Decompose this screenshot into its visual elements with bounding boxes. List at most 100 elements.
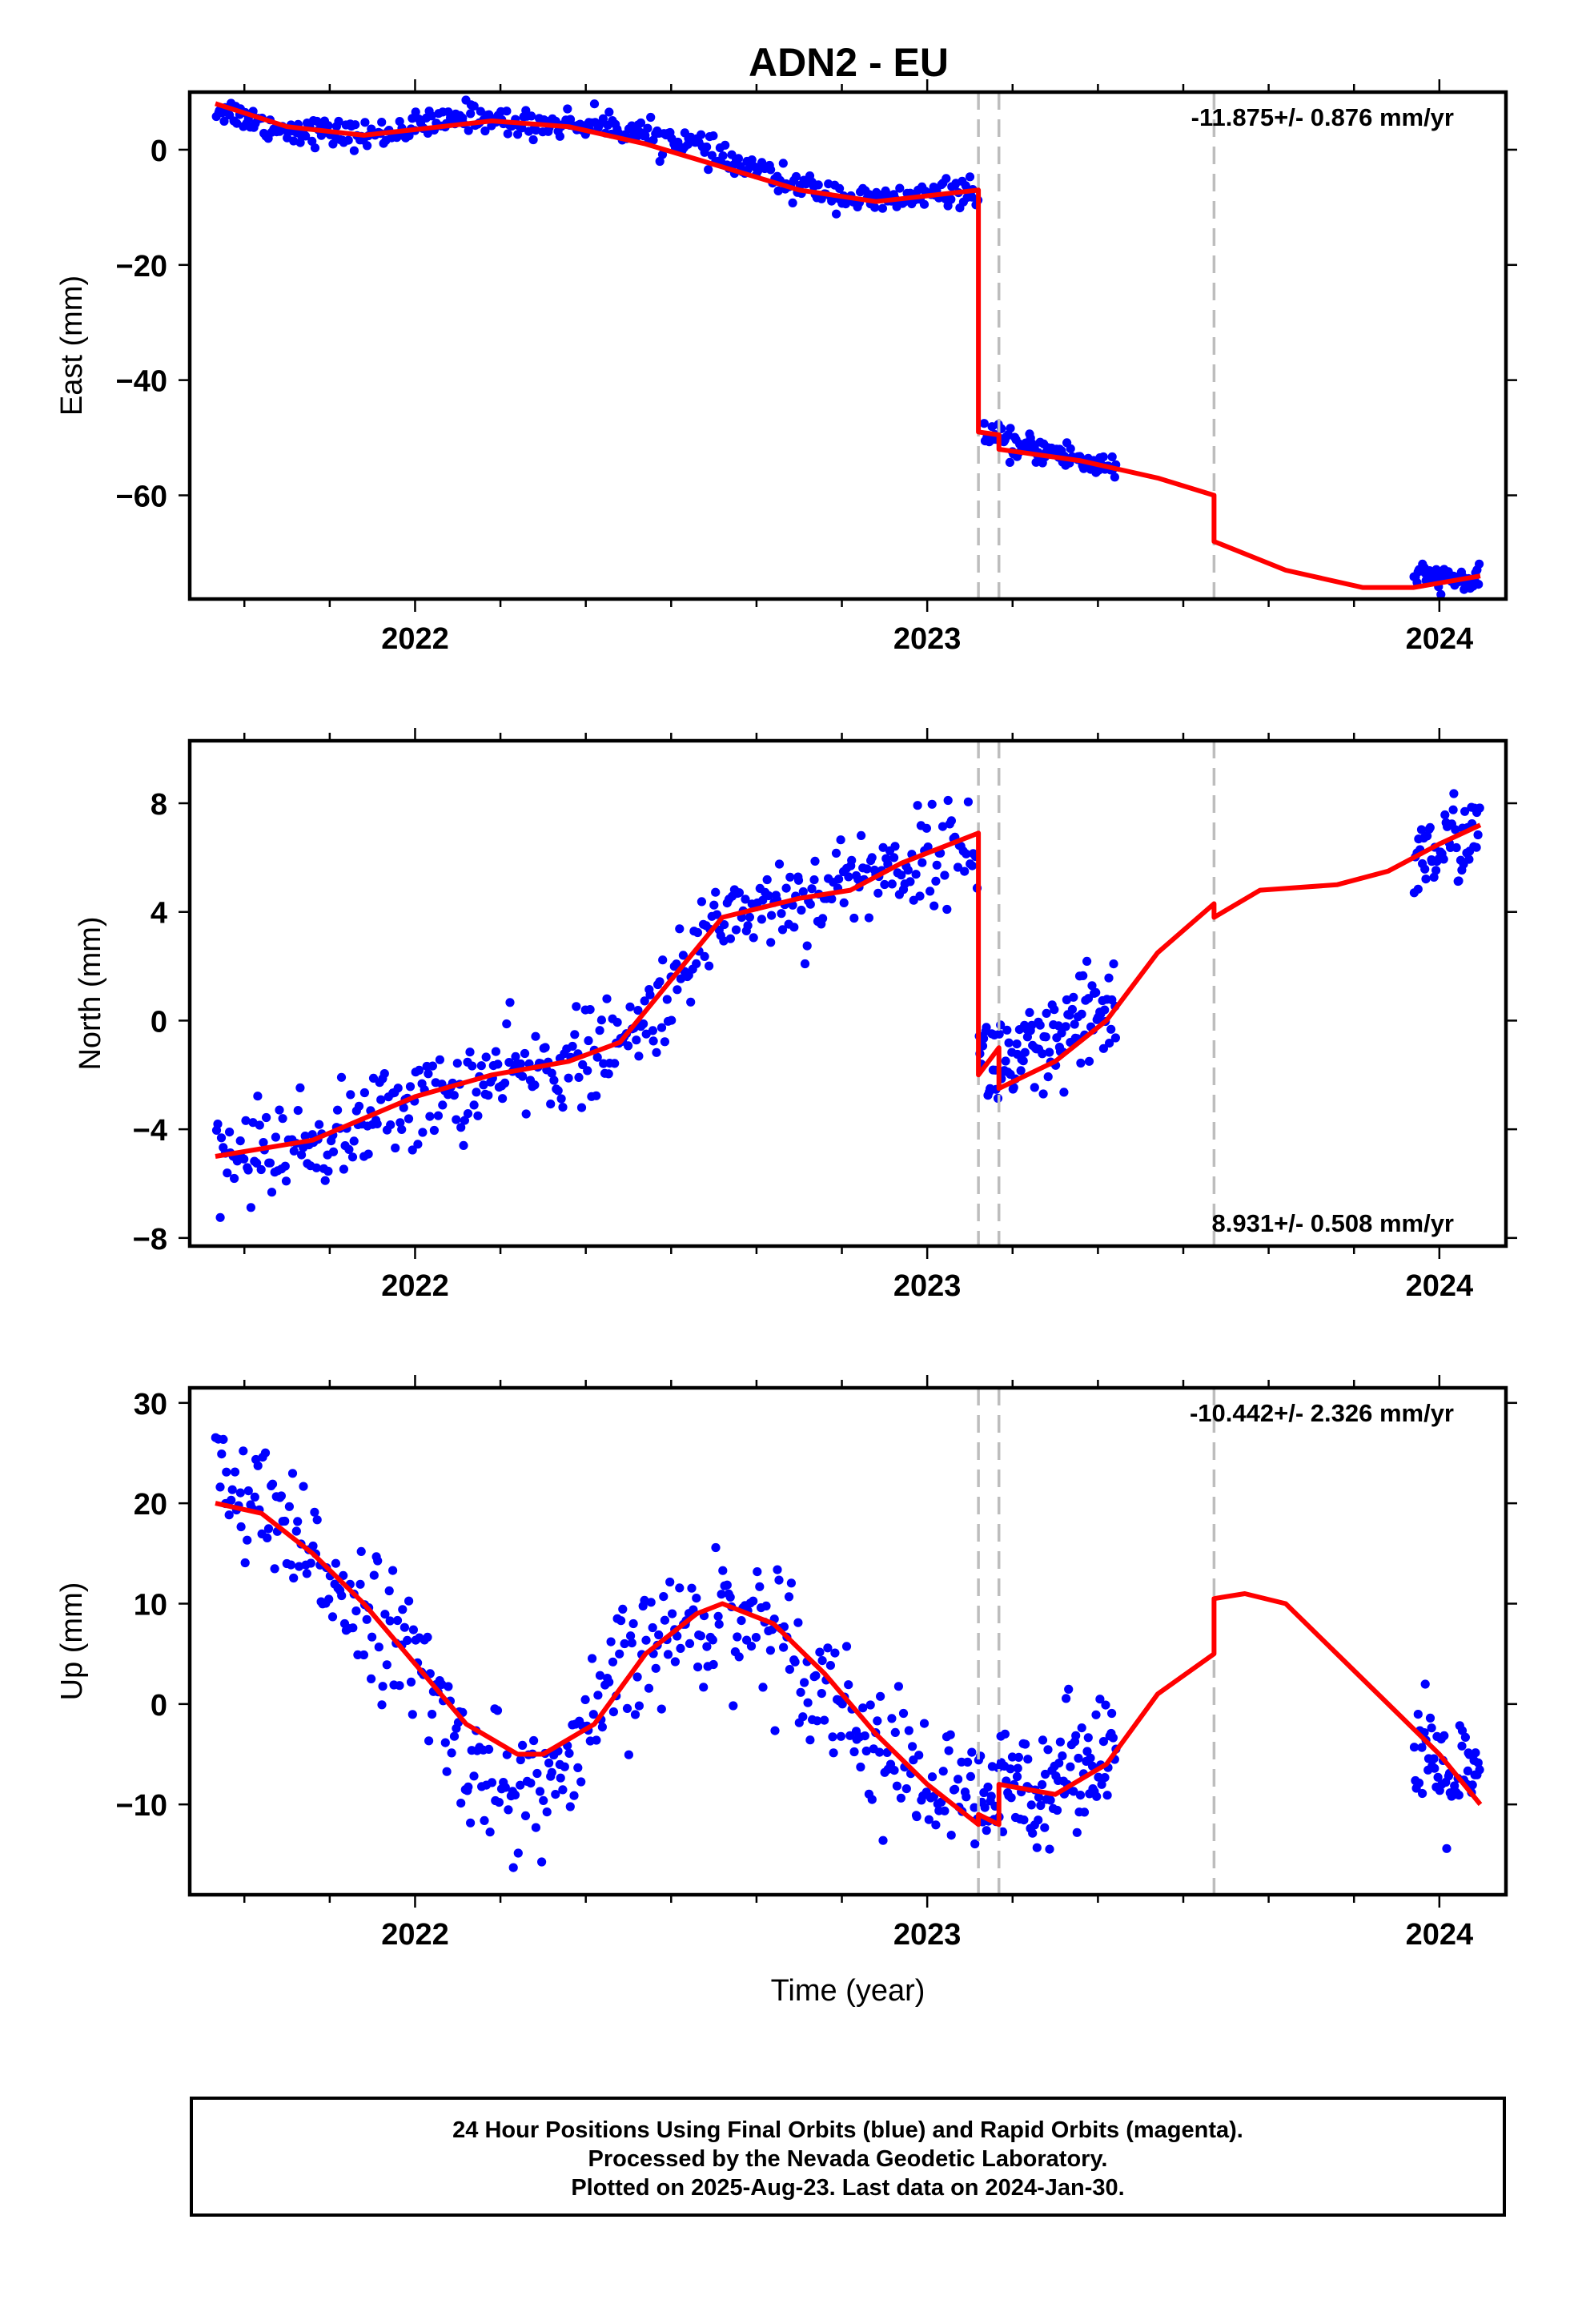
data-point: [827, 894, 837, 904]
data-point: [481, 1052, 491, 1062]
data-point: [576, 1777, 586, 1787]
data-point: [1034, 1792, 1044, 1802]
data-point: [531, 1031, 540, 1041]
data-point: [962, 1792, 971, 1802]
data-point: [645, 990, 655, 999]
data-point: [820, 1715, 829, 1725]
data-point: [589, 99, 600, 109]
data-point: [327, 1612, 338, 1622]
data-point: [250, 1492, 259, 1502]
data-point: [227, 1495, 236, 1505]
data-point: [711, 1542, 721, 1553]
data-point: [433, 1111, 444, 1120]
data-point: [809, 875, 819, 885]
data-point: [408, 1710, 417, 1719]
data-point: [568, 1041, 577, 1051]
data-point: [940, 870, 950, 880]
data-point: [391, 1143, 400, 1153]
data-point: [1055, 1737, 1065, 1747]
data-point: [1052, 1805, 1062, 1815]
data-point: [452, 1059, 462, 1068]
data-point: [719, 936, 729, 946]
y-tick-label: 8: [151, 788, 167, 822]
data-point: [1098, 452, 1108, 462]
data-point: [953, 862, 963, 872]
data-point: [466, 1818, 476, 1827]
data-point: [781, 883, 791, 893]
data-point: [737, 1616, 746, 1626]
data-point: [766, 938, 776, 947]
data-point: [798, 887, 808, 897]
data-point: [1475, 803, 1484, 813]
data-point: [1454, 1791, 1464, 1800]
data-point: [563, 104, 572, 114]
data-point: [596, 1015, 607, 1025]
data-point: [537, 1857, 547, 1867]
data-point: [253, 1092, 263, 1101]
data-point: [942, 904, 952, 915]
data-point: [847, 855, 857, 865]
data-point: [1076, 1058, 1086, 1068]
data-point: [460, 1116, 470, 1125]
data-point: [1087, 981, 1097, 991]
data-point: [707, 151, 717, 160]
data-point: [363, 1149, 373, 1159]
data-point: [839, 898, 849, 907]
data-point: [511, 1051, 520, 1061]
data-point: [810, 856, 820, 866]
data-point: [1418, 1788, 1427, 1799]
data-point: [796, 1687, 805, 1697]
data-point: [627, 1638, 636, 1648]
data-point: [308, 1541, 318, 1551]
data-point: [604, 1069, 613, 1079]
x-tick-label: 2022: [381, 1918, 449, 1952]
data-point: [569, 1791, 579, 1800]
data-point: [359, 1088, 369, 1098]
data-point: [484, 1744, 494, 1754]
data-point: [502, 1750, 512, 1759]
data-point: [1007, 1752, 1018, 1762]
data-point: [260, 1448, 271, 1458]
data-point: [540, 1043, 550, 1052]
data-point: [889, 1766, 899, 1775]
data-point: [758, 1683, 768, 1692]
data-point: [1429, 1754, 1439, 1763]
data-point: [1069, 1787, 1078, 1796]
data-point: [705, 961, 714, 971]
data-point: [300, 1132, 310, 1141]
data-point: [516, 1780, 525, 1790]
y-tick-label: −8: [133, 1223, 167, 1256]
data-point: [630, 1710, 640, 1719]
data-point: [500, 1078, 510, 1088]
data-point: [243, 1165, 253, 1175]
x-tick-label: 2023: [893, 1269, 962, 1303]
data-point: [1058, 1751, 1067, 1761]
data-point: [346, 1090, 355, 1100]
data-point: [588, 1654, 597, 1663]
data-point: [456, 1123, 466, 1132]
data-point: [1091, 1710, 1101, 1719]
data-point: [790, 1657, 800, 1667]
data-point: [858, 1703, 868, 1713]
data-point: [473, 1111, 483, 1120]
data-point: [965, 172, 975, 182]
data-point: [215, 1482, 225, 1492]
data-point: [693, 1663, 703, 1672]
model-line: [215, 1501, 1483, 1827]
data-point: [411, 107, 420, 117]
data-point: [500, 1783, 510, 1792]
data-point: [897, 870, 906, 880]
data-point: [367, 1674, 376, 1683]
data-point: [306, 1558, 315, 1568]
data-point: [823, 1643, 833, 1653]
data-point: [413, 1140, 423, 1149]
data-point: [634, 1701, 644, 1711]
data-point: [1474, 580, 1484, 589]
data-point: [293, 1106, 303, 1116]
data-point: [1091, 987, 1101, 997]
data-point: [813, 180, 823, 190]
data-point: [845, 1731, 855, 1740]
data-point: [923, 842, 933, 852]
data-point: [1421, 875, 1431, 884]
